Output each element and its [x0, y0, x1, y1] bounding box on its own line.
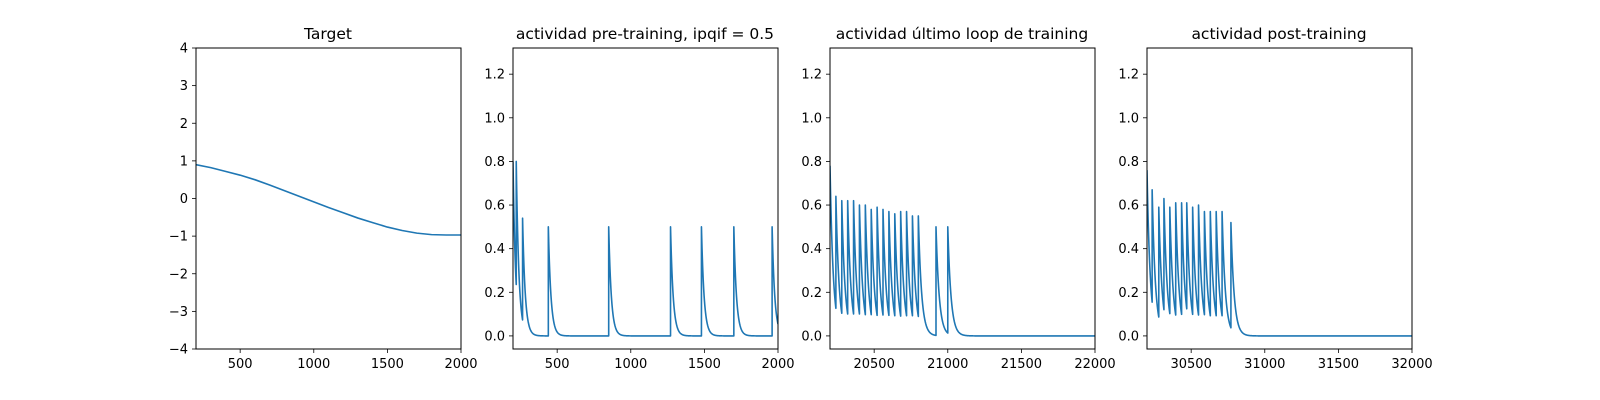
- y-tick-label: 0.2: [1118, 286, 1139, 301]
- x-tick-label: 31000: [1244, 357, 1285, 372]
- x-tick-label: 500: [545, 357, 570, 372]
- panel-target: Target 500 1000 1500 2000 −4 −3 −2 −1 0 1 2 3 4: [169, 25, 478, 372]
- series-line: [830, 165, 1095, 337]
- axes-frame: [1146, 47, 1413, 350]
- series-line: [1147, 170, 1412, 337]
- y-tick-label: −3: [169, 305, 188, 320]
- panel-pre-training: actividad pre-training, ipqif = 0.5 500 1…: [484, 25, 794, 372]
- x-tick-label: 21500: [1001, 357, 1042, 372]
- x-tick-label: 500: [228, 357, 253, 372]
- y-tick-label: 2: [180, 117, 188, 132]
- panel-title: actividad post-training: [1191, 25, 1366, 43]
- y-tick-label: 0.6: [801, 199, 822, 214]
- panel-post-training: actividad post-training 30500 31000 31500 3…: [1118, 25, 1432, 372]
- y-tick-label: −1: [169, 230, 188, 245]
- x-tick-label: 1000: [297, 357, 330, 372]
- x-tick-label: 32000: [1391, 357, 1432, 372]
- y-tick-label: −2: [169, 267, 188, 282]
- y-tick-label: 0.0: [801, 329, 822, 344]
- series-line: [513, 160, 778, 337]
- panel-last-training-loop: actividad último loop de training 20500 2…: [801, 25, 1115, 372]
- y-tick-label: 0.6: [484, 199, 505, 214]
- x-tick-label: 1500: [371, 357, 404, 372]
- y-tick-label: 0.4: [484, 242, 505, 257]
- x-tick-label: 2000: [761, 357, 794, 372]
- x-tick-label: 21000: [927, 357, 968, 372]
- y-tick-label: 1.0: [484, 111, 505, 126]
- x-tick-label: 31500: [1318, 357, 1359, 372]
- y-tick-label: 0.6: [1118, 199, 1139, 214]
- panel-title: Target: [303, 25, 352, 43]
- y-tick-label: 0: [180, 192, 188, 207]
- y-tick-label: 0.2: [484, 286, 505, 301]
- y-tick-label: −4: [169, 343, 188, 358]
- panel-title: actividad pre-training, ipqif = 0.5: [516, 25, 774, 43]
- axes-frame: [512, 47, 779, 350]
- y-tick-label: 0.8: [484, 155, 505, 170]
- x-tick-label: 1000: [614, 357, 647, 372]
- y-tick-label: 1.0: [801, 111, 822, 126]
- x-tick-label: 2000: [444, 357, 477, 372]
- y-tick-label: 0.4: [1118, 242, 1139, 257]
- y-tick-label: 0.4: [801, 242, 822, 257]
- x-tick-label: 1500: [688, 357, 721, 372]
- y-tick-label: 0.8: [1118, 155, 1139, 170]
- x-tick-label: 30500: [1170, 357, 1211, 372]
- y-tick-label: 3: [180, 79, 188, 94]
- x-tick-label: 22000: [1074, 357, 1115, 372]
- y-tick-label: 4: [180, 42, 188, 57]
- y-tick-label: 1.2: [1118, 68, 1139, 83]
- x-tick-label: 20500: [853, 357, 894, 372]
- panel-title: actividad último loop de training: [836, 25, 1088, 43]
- y-tick-label: 1: [180, 154, 188, 169]
- y-tick-label: 0.2: [801, 286, 822, 301]
- y-tick-label: 1.2: [484, 68, 505, 83]
- y-tick-label: 0.0: [484, 329, 505, 344]
- axes-frame: [829, 47, 1096, 350]
- y-tick-label: 1.0: [1118, 111, 1139, 126]
- series-line: [196, 163, 461, 236]
- y-tick-label: 1.2: [801, 68, 822, 83]
- y-tick-label: 0.8: [801, 155, 822, 170]
- y-tick-label: 0.0: [1118, 329, 1139, 344]
